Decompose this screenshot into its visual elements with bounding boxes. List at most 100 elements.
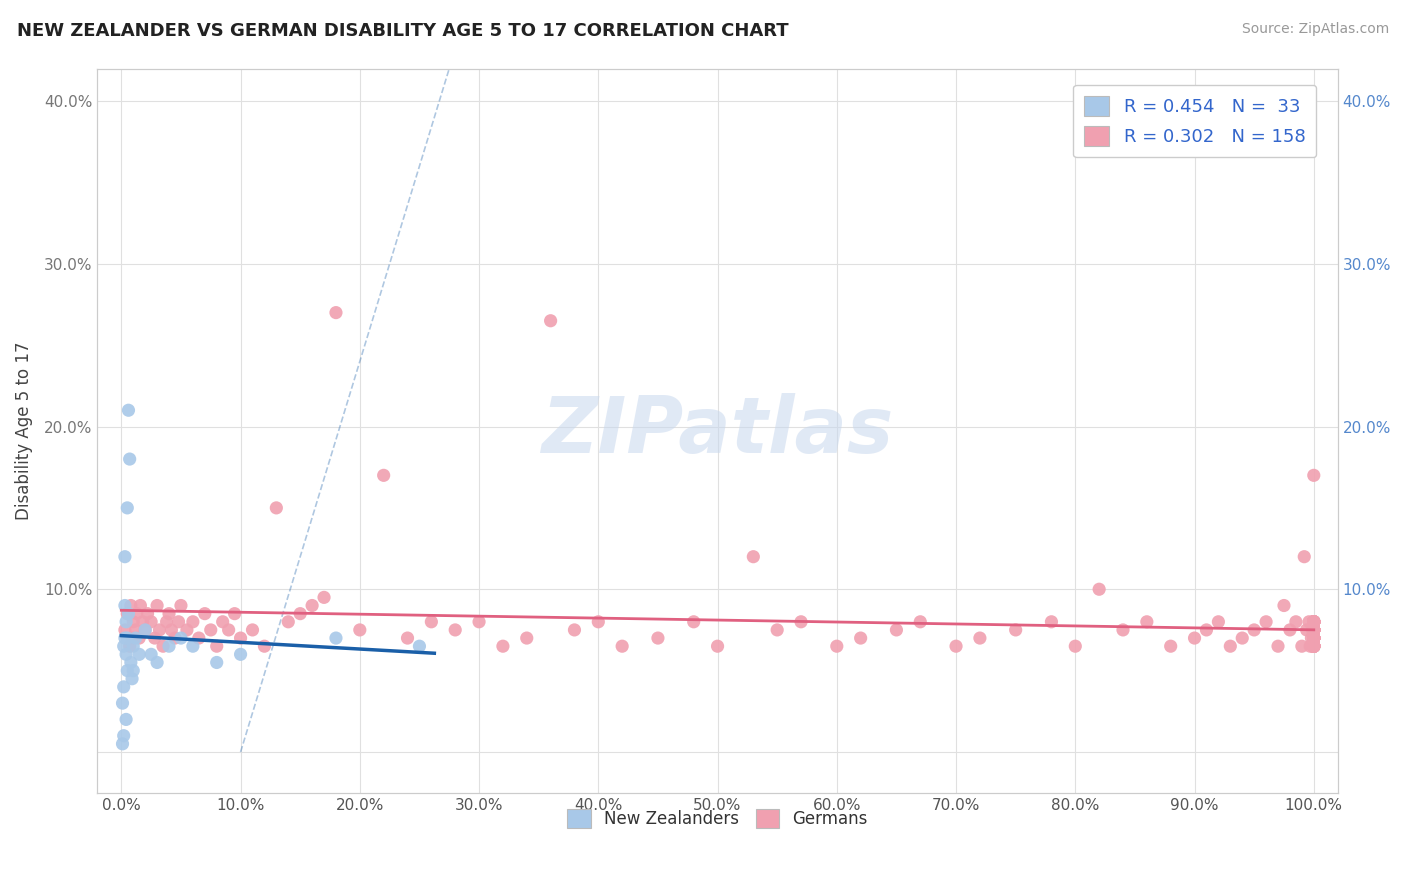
- Point: [468, 615, 491, 629]
- Point: [588, 615, 610, 629]
- Point: [1302, 615, 1324, 629]
- Text: NEW ZEALANDER VS GERMAN DISABILITY AGE 5 TO 17 CORRELATION CHART: NEW ZEALANDER VS GERMAN DISABILITY AGE 5…: [17, 22, 789, 40]
- Point: [1302, 615, 1324, 629]
- Point: [1302, 623, 1324, 637]
- Point: [396, 631, 419, 645]
- Point: [1302, 468, 1324, 483]
- Point: [1302, 623, 1324, 637]
- Point: [120, 599, 142, 613]
- Point: [129, 599, 152, 613]
- Point: [1302, 615, 1324, 629]
- Point: [1160, 639, 1182, 653]
- Point: [1302, 623, 1324, 637]
- Point: [1302, 639, 1324, 653]
- Point: [1302, 631, 1324, 645]
- Point: [1302, 623, 1324, 637]
- Point: [160, 623, 183, 637]
- Point: [132, 615, 155, 629]
- Point: [1302, 623, 1324, 637]
- Point: [1302, 639, 1324, 653]
- Point: [849, 631, 872, 645]
- Point: [825, 639, 848, 653]
- Point: [1302, 639, 1324, 653]
- Point: [945, 639, 967, 653]
- Point: [1302, 631, 1324, 645]
- Point: [111, 696, 134, 710]
- Point: [211, 615, 233, 629]
- Point: [128, 631, 150, 645]
- Point: [124, 631, 146, 645]
- Point: [1208, 615, 1230, 629]
- Point: [1302, 631, 1324, 645]
- Point: [1040, 615, 1063, 629]
- Point: [117, 631, 139, 645]
- Point: [766, 623, 789, 637]
- Point: [1295, 623, 1317, 637]
- Point: [1278, 623, 1301, 637]
- Point: [112, 729, 135, 743]
- Point: [1302, 615, 1324, 629]
- Point: [312, 591, 335, 605]
- Point: [229, 631, 252, 645]
- Point: [118, 452, 141, 467]
- Point: [224, 607, 246, 621]
- Point: [152, 639, 174, 653]
- Point: [1291, 639, 1313, 653]
- Point: [1136, 615, 1159, 629]
- Point: [163, 631, 186, 645]
- Point: [1302, 639, 1324, 653]
- Point: [1302, 639, 1324, 653]
- Point: [253, 639, 276, 653]
- Point: [112, 639, 135, 653]
- Point: [1302, 623, 1324, 637]
- Point: [114, 631, 136, 645]
- Point: [1302, 615, 1324, 629]
- Point: [112, 680, 135, 694]
- Point: [444, 623, 467, 637]
- Point: [1302, 615, 1324, 629]
- Point: [1302, 615, 1324, 629]
- Point: [1302, 623, 1324, 637]
- Point: [121, 672, 143, 686]
- Point: [139, 615, 162, 629]
- Point: [516, 631, 538, 645]
- Point: [218, 623, 240, 637]
- Point: [420, 615, 443, 629]
- Text: Source: ZipAtlas.com: Source: ZipAtlas.com: [1241, 22, 1389, 37]
- Point: [325, 305, 347, 319]
- Point: [148, 623, 170, 637]
- Point: [301, 599, 323, 613]
- Point: [1267, 639, 1289, 653]
- Point: [1301, 631, 1323, 645]
- Point: [1302, 615, 1324, 629]
- Point: [1254, 615, 1277, 629]
- Point: [290, 607, 312, 621]
- Point: [157, 607, 180, 621]
- Point: [143, 631, 166, 645]
- Point: [373, 468, 395, 483]
- Point: [1302, 639, 1324, 653]
- Point: [181, 639, 204, 653]
- Point: [1302, 639, 1324, 653]
- Point: [647, 631, 669, 645]
- Point: [1112, 623, 1135, 637]
- Point: [408, 639, 430, 653]
- Point: [1285, 615, 1308, 629]
- Point: [1302, 623, 1324, 637]
- Point: [1302, 623, 1324, 637]
- Point: [117, 500, 139, 515]
- Point: [205, 639, 228, 653]
- Point: [117, 607, 139, 621]
- Point: [114, 549, 136, 564]
- Point: [325, 631, 347, 645]
- Point: [492, 639, 515, 653]
- Point: [1302, 639, 1324, 653]
- Point: [111, 737, 134, 751]
- Point: [1302, 639, 1324, 653]
- Point: [115, 615, 138, 629]
- Point: [115, 648, 138, 662]
- Point: [156, 615, 179, 629]
- Point: [1302, 639, 1324, 653]
- Point: [1302, 639, 1324, 653]
- Point: [157, 639, 180, 653]
